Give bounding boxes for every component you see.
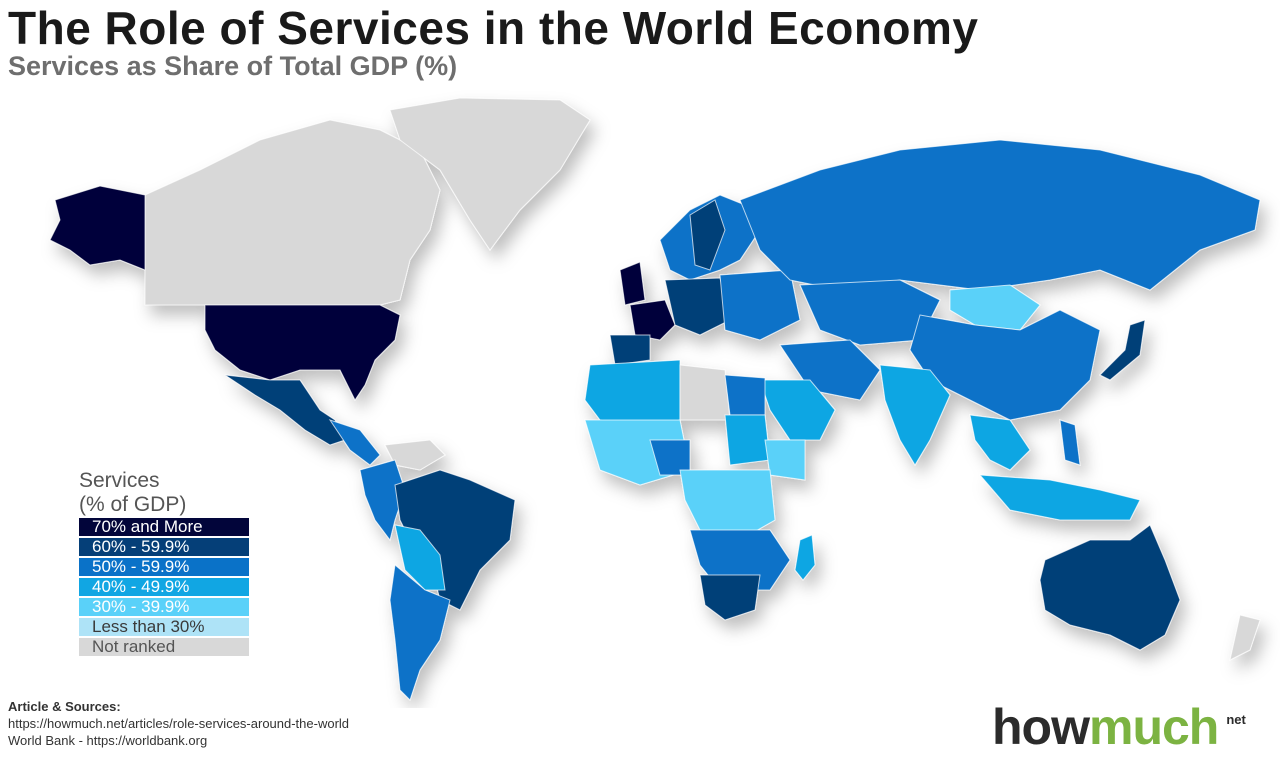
region-central-america [328,419,381,466]
region-india [879,364,951,466]
region-alaska [49,185,146,271]
legend-item-60: 60% - 59.9% [79,538,249,556]
region-mexico [224,374,346,446]
region-eastern-europe [719,269,801,341]
howmuch-logo[interactable]: howmuch net [992,698,1246,755]
legend-item-50: 50% - 59.9% [79,558,249,576]
map-legend: Services (% of GDP) 70% and More 60% - 5… [79,470,249,658]
region-indonesia [978,474,1141,521]
region-egypt [724,374,766,416]
region-france [629,299,676,341]
region-sweden [689,199,726,271]
region-usa [204,304,401,401]
region-libya [679,364,731,421]
region-spain [609,334,651,366]
logo-much: much [1088,699,1219,755]
legend-item-40: 40% - 49.9% [79,578,249,596]
region-colombia-peru [359,459,406,542]
page-title: The Role of Services in the World Econom… [8,2,979,54]
sources-block: Article & Sources: https://howmuch.net/a… [8,698,349,749]
legend-title-line1: Services [79,469,160,492]
region-russia [739,139,1261,291]
sources-heading: Article & Sources: [8,699,121,714]
region-western-europe [664,277,731,336]
region-madagascar [794,534,816,581]
legend-item-30: 30% - 39.9% [79,598,249,616]
source-link-article[interactable]: https://howmuch.net/articles/role-servic… [8,716,350,731]
region-sudan [724,414,771,466]
region-new-zealand [1229,614,1261,661]
region-uk [619,261,646,306]
logo-how: how [992,699,1090,755]
region-canada [144,119,441,306]
region-greenland [389,97,591,251]
region-argentina-chile [389,564,451,701]
region-bolivia-paraguay [394,524,446,591]
legend-title-line2: (% of GDP) [79,493,187,516]
world-map [49,97,1261,701]
legend-item-70-plus: 70% and More [79,518,249,536]
region-ethiopia [764,439,806,481]
region-arabian-peninsula [759,379,836,441]
region-philippines [1059,419,1081,466]
legend-item-not-ranked: Not ranked [79,638,249,656]
region-south-africa [699,574,761,621]
region-japan [1099,319,1146,381]
logo-net: net [1226,712,1246,727]
legend-item-less-30: Less than 30% [79,618,249,636]
page-subtitle: Services as Share of Total GDP (%) [8,51,458,81]
region-australia [1039,524,1181,651]
region-southeast-asia [969,414,1031,471]
source-link-worldbank[interactable]: World Bank - https://worldbank.org [8,733,208,748]
